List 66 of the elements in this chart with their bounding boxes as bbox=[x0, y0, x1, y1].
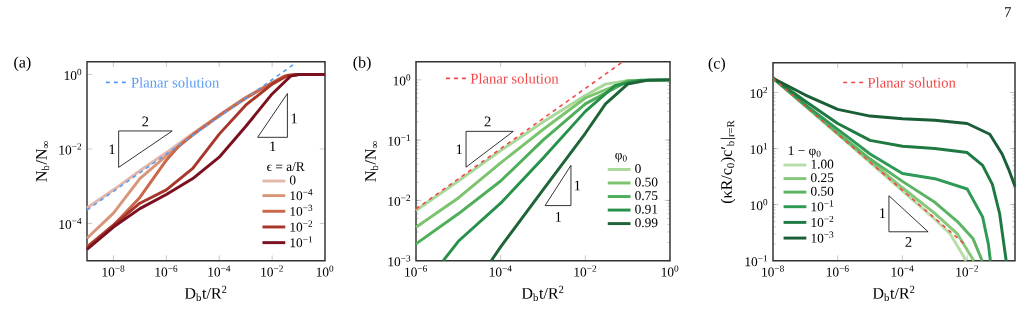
legend-label: 0.50 bbox=[810, 186, 834, 196]
legend-label: 0.50 bbox=[635, 177, 658, 187]
y-axis-title: N$_{b}$/N$_{∞}$ bbox=[36, 141, 50, 182]
legend-label: Planar solution bbox=[470, 73, 559, 84]
x-tick-label: 10$^{−8}$ bbox=[762, 265, 784, 277]
legend-label: Planar solution bbox=[867, 77, 956, 88]
annotation: 1 bbox=[456, 144, 462, 155]
y-tick-label: 10$^{0}$ bbox=[393, 74, 411, 86]
legend-label: 0.25 bbox=[810, 173, 834, 183]
legend-label: 0 bbox=[635, 164, 641, 174]
x-tick-label: 10$^{0}$ bbox=[316, 265, 334, 277]
legend-label: 10$^{−4}$ bbox=[290, 189, 313, 201]
x-axis-title: D$_{b}$t/R$^{2}$ bbox=[872, 285, 915, 302]
annotation: 2 bbox=[142, 116, 149, 127]
legend-label: 0 bbox=[289, 175, 296, 185]
y-axis-title: N$_{b}$/N$_{∞}$ bbox=[365, 141, 379, 182]
x-tick-label: 10$^{−6}$ bbox=[155, 265, 178, 277]
y-tick-label: 10$^{−2}$ bbox=[59, 143, 82, 155]
x-tick-label: 10$^{−6}$ bbox=[405, 265, 428, 277]
annotation: 1 bbox=[574, 180, 581, 191]
y-tick-label: 10$^{−1}$ bbox=[388, 134, 411, 146]
y-tick-label: 10$^{−1}$ bbox=[745, 255, 768, 267]
y-tick-label: 10$^{0}$ bbox=[64, 68, 82, 81]
legend-label: 10$^{−2}$ bbox=[290, 220, 313, 232]
annotation: 2 bbox=[484, 116, 491, 127]
y-tick-label: 10$^{0}$ bbox=[750, 199, 768, 211]
x-axis-title: D$_{b}$t/R$^{2}$ bbox=[521, 285, 564, 302]
x-tick-label: 10$^{−8}$ bbox=[102, 265, 125, 277]
legend-label: 10$^{−2}$ bbox=[811, 215, 834, 228]
annotation: 1 bbox=[880, 208, 886, 219]
x-tick-label: 10$^{−6}$ bbox=[826, 265, 849, 277]
y-axis-title: (κR/c$_{0}$)c′$_{b}$|$_{r=R}$ bbox=[720, 120, 736, 204]
x-tick-label: 10$^{−2}$ bbox=[574, 265, 597, 277]
legend-label: 10$^{−3}$ bbox=[811, 231, 834, 243]
annotation: 1 bbox=[555, 212, 562, 222]
y-tick-label: 10$^{−3}$ bbox=[388, 255, 411, 267]
x-tick-label: 10$^{−4}$ bbox=[489, 265, 512, 277]
text: 7 bbox=[1005, 7, 1011, 17]
x-tick-label: 10$^{−2}$ bbox=[956, 265, 978, 277]
x-axis-title: D$_{b}$t/R$^{2}$ bbox=[184, 285, 227, 302]
annotation: 1 bbox=[270, 141, 276, 152]
legend-label: 10$^{−1}$ bbox=[811, 200, 834, 212]
chart-title: (b) bbox=[353, 56, 371, 71]
legend-title: φ$_{0}$ bbox=[615, 153, 627, 163]
legend-label: 10$^{−1}$ bbox=[290, 236, 313, 248]
y-tick-label: 10$^{−4}$ bbox=[59, 217, 82, 230]
annotation: 2 bbox=[905, 237, 912, 247]
legend-title: 1 − φ$_{0}$ bbox=[788, 146, 821, 158]
annotation: 1 bbox=[109, 144, 115, 155]
x-tick-label: 10$^{0}$ bbox=[661, 265, 679, 277]
legend-label: 10$^{−3}$ bbox=[290, 204, 313, 216]
y-tick-label: 10$^{−2}$ bbox=[388, 194, 411, 206]
y-tick-label: 10$^{1}$ bbox=[750, 143, 768, 155]
annotation: 1 bbox=[291, 113, 297, 124]
legend-label: 0.91 bbox=[635, 204, 658, 214]
chart-title: (c) bbox=[708, 57, 725, 72]
legend-label: 0.75 bbox=[635, 191, 658, 201]
x-tick-label: 10$^{−4}$ bbox=[208, 265, 231, 277]
x-tick-label: 10$^{−2}$ bbox=[261, 265, 283, 277]
x-tick-label: 10$^{−4}$ bbox=[891, 265, 914, 277]
legend-title: ϵ = a/R bbox=[267, 162, 305, 172]
y-tick-label: 10$^{2}$ bbox=[750, 86, 768, 99]
legend-label: 0.99 bbox=[635, 218, 658, 228]
legend-label: 1.00 bbox=[811, 159, 834, 169]
legend-label: Planar solution bbox=[131, 77, 220, 88]
chart-title: (a) bbox=[14, 56, 31, 71]
